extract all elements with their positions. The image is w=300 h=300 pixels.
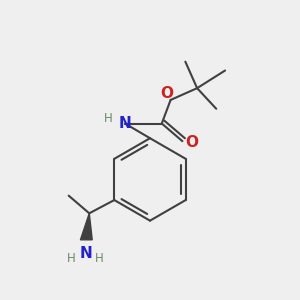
Text: N: N [80,246,93,261]
Text: N: N [118,116,131,131]
Polygon shape [80,213,92,240]
Text: O: O [160,86,174,101]
Text: O: O [186,135,199,150]
Text: H: H [67,252,75,265]
Text: H: H [94,252,103,265]
Text: H: H [103,112,112,125]
